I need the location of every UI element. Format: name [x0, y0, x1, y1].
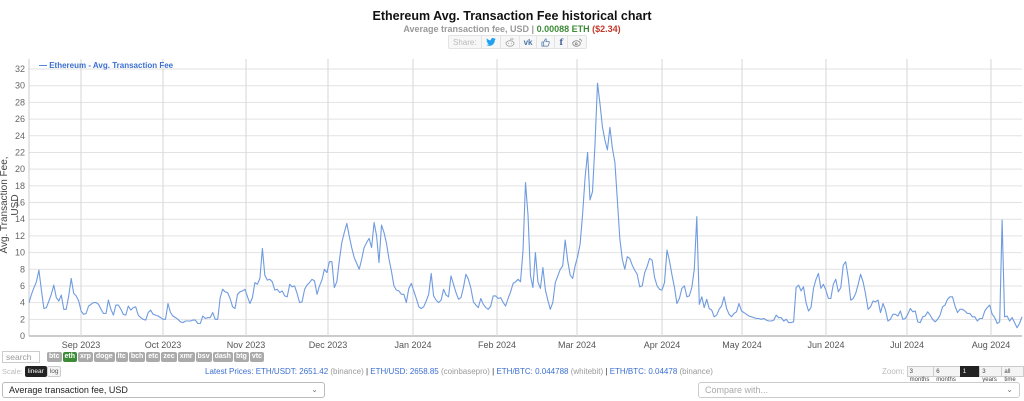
price-pair-link[interactable]: ETH/USD: 2658.85 [370, 367, 441, 376]
metric-select-value: Average transaction fee, USD [9, 385, 128, 395]
scale-label: Scale: [2, 367, 23, 376]
x-tick-label: Apr 2024 [644, 340, 681, 350]
coin-tag-dash[interactable]: dash [212, 352, 233, 362]
x-tick-label: Jan 2024 [394, 340, 431, 350]
compare-select-placeholder: Compare with... [705, 385, 769, 395]
price-separator: | [489, 367, 497, 376]
subtitle-usd-value: ($2.34) [592, 24, 621, 34]
y-tick-label: 16 [15, 198, 25, 208]
coin-tag-btg[interactable]: btg [233, 352, 249, 362]
zoom-label: Zoom: [882, 367, 905, 376]
y-tick-label: 24 [15, 131, 25, 141]
coin-tags: btc eth xrp doge ltc bch etc zec xmr bsv dash btg vt… [46, 352, 264, 362]
zoom-3-months-button[interactable]: 3 months [906, 366, 935, 383]
x-tick-label: Oct 2023 [145, 340, 182, 350]
price-pair-link[interactable]: ETH/BTC: 0.044788 [496, 367, 571, 376]
chart-subtitle: Average transaction fee, USD | 0.00088 E… [0, 24, 1024, 34]
zoom-6-months-button[interactable]: 6 months [933, 366, 961, 383]
latest-prices-label: Latest Prices: [205, 367, 256, 376]
facebook-icon[interactable]: f [555, 36, 568, 48]
coin-tag-etc[interactable]: etc [146, 352, 161, 362]
share-label: Share: [449, 36, 482, 48]
y-tick-label: 0 [20, 331, 25, 341]
coin-tag-vtc[interactable]: vtc [249, 352, 264, 362]
price-source: (whitebit) [570, 367, 604, 376]
coin-tag-bch[interactable]: bch [128, 352, 146, 362]
x-tick-label: Jul 2024 [890, 340, 924, 350]
x-tick-label: Jun 2024 [807, 340, 844, 350]
coin-search-input[interactable]: search [2, 351, 40, 363]
chevron-down-icon: ⌄ [311, 385, 318, 394]
scale-linear-button[interactable]: linear [24, 366, 47, 377]
price-source: (binance) [330, 367, 364, 376]
chart-title: Ethereum Avg. Transaction Fee historical… [372, 9, 652, 23]
chevron-down-icon: ⌄ [1006, 385, 1013, 394]
latest-prices: Latest Prices: ETH/USDT: 2651.42 (binanc… [205, 367, 713, 376]
x-tick-label: Aug 2024 [972, 340, 1011, 350]
price-source: (binance) [679, 367, 713, 376]
x-tick-label: Sep 2023 [62, 340, 101, 350]
y-tick-label: 26 [15, 114, 25, 124]
coin-selector: search btc eth xrp doge ltc bch etc zec xmr bsv da… [2, 351, 264, 363]
subtitle-metric: Average transaction fee, USD | [403, 24, 537, 34]
chart-legend[interactable]: — Ethereum - Avg. Transaction Fee [39, 61, 174, 70]
zoom-control: Zoom: 3 months 6 months 1 year 3 years all t… [882, 366, 1024, 383]
zoom-1-year-button[interactable]: 1 year [959, 366, 981, 383]
y-tick-label: 12 [15, 231, 25, 241]
x-tick-label: Mar 2024 [558, 340, 596, 350]
y-tick-label: 18 [15, 181, 25, 191]
coin-tag-xrp[interactable]: xrp [78, 352, 93, 362]
y-tick-label: 10 [15, 248, 25, 258]
coin-tag-xmr[interactable]: xmr [177, 352, 195, 362]
y-tick-label: 22 [15, 147, 25, 157]
y-tick-label: 8 [20, 264, 25, 274]
price-pair-link[interactable]: ETH/BTC: 0.04478 [609, 367, 680, 376]
y-tick-label: 2 [20, 314, 25, 324]
coin-tag-ltc[interactable]: ltc [115, 352, 128, 362]
coin-tag-eth[interactable]: eth [62, 352, 77, 362]
subtitle-eth-value: 0.00088 ETH [536, 24, 590, 34]
scale-toggle: Scale: linear log [2, 366, 62, 377]
y-tick-label: 6 [20, 281, 25, 291]
compare-select[interactable]: Compare with... ⌄ [698, 382, 1020, 398]
y-tick-label: 28 [15, 97, 25, 107]
coin-tag-zec[interactable]: zec [161, 352, 177, 362]
zoom-3-years-button[interactable]: 3 years [979, 366, 1003, 383]
coin-tag-btc[interactable]: btc [47, 352, 62, 362]
weibo-icon[interactable] [568, 36, 586, 48]
y-tick-label: 20 [15, 164, 25, 174]
coin-tag-doge[interactable]: doge [93, 352, 115, 362]
y-tick-label: 14 [15, 214, 25, 224]
price-separator: | [363, 367, 371, 376]
zoom-all-time-button[interactable]: all time [1001, 366, 1024, 383]
vk-icon[interactable]: vk [520, 36, 538, 48]
y-tick-label: 4 [20, 298, 25, 308]
reddit-icon[interactable] [501, 36, 520, 48]
twitter-icon[interactable] [482, 36, 501, 48]
x-tick-label: Feb 2024 [478, 340, 516, 350]
x-tick-label: Dec 2023 [309, 340, 348, 350]
x-tick-label: Nov 2023 [227, 340, 266, 350]
coin-tag-bsv[interactable]: bsv [195, 352, 212, 362]
scale-log-button[interactable]: log [46, 366, 62, 377]
y-tick-label: 32 [15, 64, 25, 74]
like-icon[interactable] [537, 36, 556, 48]
share-bar: Share: vk f [448, 35, 587, 49]
metric-select[interactable]: Average transaction fee, USD ⌄ [2, 382, 325, 398]
x-tick-label: May 2024 [722, 340, 762, 350]
y-axis-label: Avg. Transaction Fee, USD [0, 156, 21, 254]
price-separator: | [603, 367, 610, 376]
fee-series-line[interactable] [28, 82, 1023, 329]
price-source: (coinbasepro) [440, 367, 490, 376]
y-tick-label: 30 [15, 81, 25, 91]
price-pair-link[interactable]: ETH/USDT: 2651.42 [255, 367, 331, 376]
